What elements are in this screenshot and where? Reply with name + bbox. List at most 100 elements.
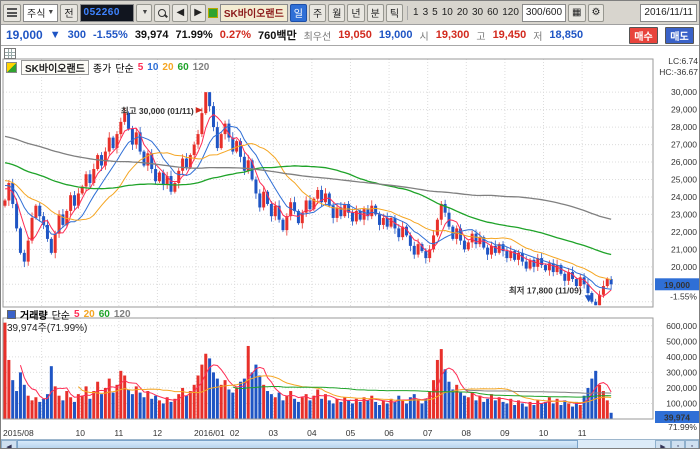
turnover-percent: 0.27% <box>220 29 251 41</box>
svg-text:29,000: 29,000 <box>671 105 697 115</box>
svg-text:39,974: 39,974 <box>664 413 690 423</box>
stock-name-label: SK바이오랜드 <box>220 4 288 22</box>
scroll-right-button[interactable]: ▶ <box>655 440 671 449</box>
sell-button[interactable]: 매도 <box>665 27 694 44</box>
horizontal-scrollbar: ◀ ▶ ▫ ▫ <box>1 439 699 449</box>
tab-period-year[interactable]: 년 <box>347 4 364 22</box>
bars-icon <box>7 8 17 17</box>
low-price: 18,850 <box>549 29 583 41</box>
svg-text:27,000: 27,000 <box>671 140 697 150</box>
scroll-left-button[interactable]: ◀ <box>1 440 17 449</box>
vol-ma120-label: 120 <box>114 309 131 320</box>
trading-app-window: 주식 ▼ 전 052260 ▼ ◀ ▶ SK바이오랜드 일 주 월 년 분 틱 … <box>0 0 700 449</box>
volume-ratio: 71.99% <box>175 29 212 41</box>
interval-3[interactable]: 3 <box>422 7 430 18</box>
chevron-down-icon: ▼ <box>47 9 54 16</box>
change-arrow-icon: ▼ <box>50 29 61 41</box>
svg-text:26,000: 26,000 <box>671 157 697 167</box>
chart-area: 20,000 21,000 22,000 23,000 24,000 25,000 26,0… <box>1 46 699 439</box>
svg-text:400,000: 400,000 <box>666 352 697 362</box>
zoom-in-button[interactable]: ▫ <box>685 440 699 449</box>
svg-text:600,000: 600,000 <box>666 321 697 331</box>
svg-text:300,000: 300,000 <box>666 367 697 377</box>
svg-text:09: 09 <box>500 428 510 438</box>
close-label: 종가 <box>93 60 111 75</box>
candlestick-chart[interactable]: 20,000 21,000 22,000 23,000 24,000 25,000 26,0… <box>1 46 700 439</box>
price-legend: SK바이오랜드 종가 단순 5 10 20 60 120 <box>6 60 209 75</box>
ma20-label: 20 <box>162 62 173 73</box>
gear-icon: ⚙ <box>592 7 601 18</box>
chart-style-button[interactable]: ▦ <box>568 4 585 22</box>
svg-text:06: 06 <box>384 428 394 438</box>
tab-period-week[interactable]: 주 <box>309 4 326 22</box>
svg-text:11: 11 <box>114 428 123 438</box>
tab-period-minute[interactable]: 분 <box>367 4 384 22</box>
best-ask: 19,050 <box>338 29 372 41</box>
scrollbar-thumb[interactable] <box>17 440 578 449</box>
asset-type-select[interactable]: 주식 ▼ <box>23 4 58 22</box>
svg-text:12: 12 <box>153 428 163 438</box>
open-label: 시 <box>420 28 429 43</box>
stock-icon <box>6 62 17 73</box>
settings-button[interactable]: ⚙ <box>588 4 605 22</box>
svg-text:20,000: 20,000 <box>671 262 697 272</box>
chevron-down-icon: ▼ <box>142 9 149 16</box>
change-percent: -1.55% <box>93 29 128 41</box>
stock-code-input[interactable]: 052260 <box>80 4 134 22</box>
svg-text:19,000: 19,000 <box>664 280 690 290</box>
interval-1[interactable]: 1 <box>412 7 420 18</box>
zoom-out-button[interactable]: ▫ <box>671 440 685 449</box>
low-label: 저 <box>533 28 542 43</box>
legend-stock-name: SK바이오랜드 <box>21 60 89 75</box>
svg-text:08: 08 <box>462 428 472 438</box>
interval-10[interactable]: 10 <box>441 7 454 18</box>
svg-text:23,000: 23,000 <box>671 209 697 219</box>
svg-text:10: 10 <box>539 428 549 438</box>
ma-type-label: 단순 <box>115 60 133 75</box>
tab-period-day[interactable]: 일 <box>290 4 307 22</box>
svg-text:28,000: 28,000 <box>671 122 697 132</box>
svg-text:25,000: 25,000 <box>671 175 697 185</box>
interval-20[interactable]: 20 <box>456 7 469 18</box>
best-quote-label: 최우선 <box>304 28 332 43</box>
code-dropdown-button[interactable]: ▼ <box>136 4 153 22</box>
scrollbar-track[interactable] <box>17 440 655 449</box>
best-bid: 19,000 <box>379 29 413 41</box>
toolbar: 주식 ▼ 전 052260 ▼ ◀ ▶ SK바이오랜드 일 주 월 년 분 틱 … <box>1 1 699 25</box>
bar-count-input[interactable]: 300/600 <box>522 4 566 22</box>
svg-text:24,000: 24,000 <box>671 192 697 202</box>
tab-period-month[interactable]: 월 <box>328 4 345 22</box>
svg-text:22,000: 22,000 <box>671 227 697 237</box>
date-input[interactable]: 2016/11/11 <box>640 4 697 22</box>
svg-text:07: 07 <box>423 428 433 438</box>
interval-5[interactable]: 5 <box>431 7 439 18</box>
svg-text:11: 11 <box>578 428 587 438</box>
volume-value: 39,974 <box>135 29 169 41</box>
chart-grid-icon[interactable] <box>4 48 16 59</box>
prev-stock-button[interactable]: ◀ <box>172 4 188 22</box>
ma60-label: 60 <box>178 62 189 73</box>
interval-60[interactable]: 60 <box>486 7 499 18</box>
svg-text:최저 17,800 (11/09): 최저 17,800 (11/09) <box>509 285 582 295</box>
quote-bar: 19,000 ▼ 300 -1.55% 39,974 71.99% 0.27% … <box>1 25 699 46</box>
current-price: 19,000 <box>6 28 43 42</box>
svg-text:200,000: 200,000 <box>666 383 697 393</box>
next-stock-button[interactable]: ▶ <box>190 4 206 22</box>
svg-text:30,000: 30,000 <box>671 87 697 97</box>
svg-text:71.99%: 71.99% <box>668 422 697 432</box>
trade-value: 760백만 <box>258 27 297 43</box>
volume-summary: 39,974주(71.99%) <box>7 319 87 334</box>
interval-120[interactable]: 120 <box>501 7 520 18</box>
buy-button[interactable]: 매수 <box>629 27 658 44</box>
svg-text:-1.55%: -1.55% <box>670 291 697 301</box>
svg-text:04: 04 <box>307 428 317 438</box>
volume-icon <box>7 310 16 319</box>
search-button[interactable] <box>154 4 170 22</box>
prev-toggle-button[interactable]: 전 <box>60 4 77 22</box>
svg-text:05: 05 <box>346 428 356 438</box>
ma5-label: 5 <box>138 62 144 73</box>
tab-period-tick[interactable]: 틱 <box>386 4 403 22</box>
interval-30[interactable]: 30 <box>471 7 484 18</box>
svg-text:21,000: 21,000 <box>671 244 697 254</box>
window-layout-icon[interactable] <box>3 4 21 22</box>
